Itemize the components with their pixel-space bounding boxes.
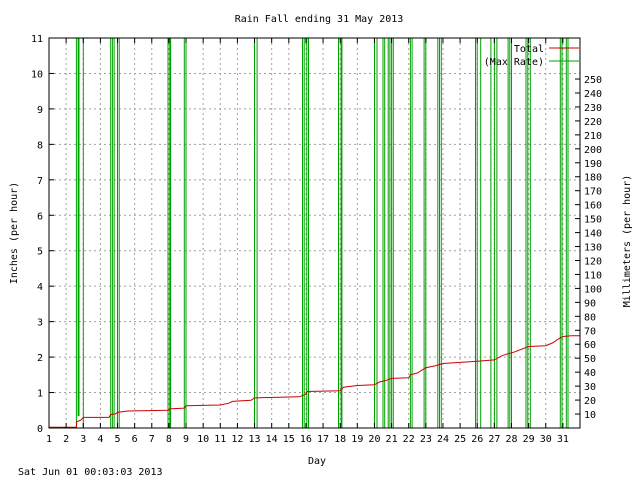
y-tick-label: 1	[37, 389, 43, 400]
y2-tick-label: 40	[584, 368, 596, 379]
y2-tick-label: 190	[584, 159, 602, 170]
x-tick-label: 6	[132, 434, 138, 445]
y-tick-label: 5	[37, 247, 43, 258]
x-tick-label: 9	[183, 434, 189, 445]
x-axis-label: Day	[308, 456, 326, 467]
chart-title: Rain Fall ending 31 May 2013	[235, 14, 404, 25]
y2-tick-label: 240	[584, 89, 602, 100]
y2-tick-label: 230	[584, 103, 602, 114]
y2-tick-label: 150	[584, 215, 602, 226]
x-tick-label: 7	[149, 434, 155, 445]
x-tick-label: 20	[368, 434, 380, 445]
x-tick-label: 30	[540, 434, 552, 445]
x-tick-label: 26	[471, 434, 483, 445]
y-tick-label: 10	[31, 69, 43, 80]
y-tick-label: 3	[37, 318, 43, 329]
x-tick-label: 15	[283, 434, 295, 445]
y-tick-label: 8	[37, 140, 43, 151]
y2-tick-labels: 10 20 30 40 50 60 70 80 90 100 110 120 130 140 150 160 1…	[584, 75, 602, 421]
x-tick-labels: 1 2 3 4 5 6 7 8 9 10 11 12 13 14 15 16 17 18 19 20 21 22 23 24 2…	[46, 434, 569, 445]
y2-tick-label: 120	[584, 256, 602, 267]
y2-tick-label: 30	[584, 382, 596, 393]
x-tick-label: 10	[197, 434, 209, 445]
y-tick-label: 0	[37, 424, 43, 435]
x-tick-label: 23	[420, 434, 432, 445]
y2-tick-label: 20	[584, 396, 596, 407]
x-tick-label: 22	[403, 434, 415, 445]
x-tick-label: 27	[488, 434, 500, 445]
legend: Total (Max Rate)	[484, 44, 579, 68]
y2-tick-label: 130	[584, 243, 602, 254]
y2-tick-label: 70	[584, 326, 596, 337]
x-tick-label: 18	[334, 434, 346, 445]
x-tick-label: 3	[80, 434, 86, 445]
y2-tick-label: 100	[584, 284, 602, 295]
y-axis-label: Inches (per hour)	[9, 182, 20, 284]
legend-label-total: Total	[514, 44, 544, 55]
grid-lines	[48, 37, 580, 429]
x-tick-label: 5	[115, 434, 121, 445]
y2-tick-label: 160	[584, 201, 602, 212]
y-tick-label: 6	[37, 211, 43, 222]
x-tick-label: 13	[249, 434, 261, 445]
y-tick-label: 7	[37, 176, 43, 187]
y2-tick-label: 60	[584, 340, 596, 351]
y2-axis-label: Millimeters (per hour)	[622, 175, 633, 307]
y2-tick-label: 110	[584, 270, 602, 281]
y2-tick-label: 200	[584, 145, 602, 156]
series-lines	[49, 37, 580, 429]
series-max-rate-line	[49, 37, 580, 429]
x-tick-label: 11	[214, 434, 226, 445]
y2-tick-label: 50	[584, 354, 596, 365]
y-tick-label: 4	[37, 282, 43, 293]
x-tick-label: 25	[454, 434, 466, 445]
y2-tick-label: 180	[584, 173, 602, 184]
x-tick-label: 31	[557, 434, 569, 445]
legend-label-max-rate: (Max Rate)	[484, 57, 544, 68]
y2-tick-label: 210	[584, 131, 602, 142]
y2-tick-label: 170	[584, 187, 602, 198]
x-tick-label: 1	[46, 434, 52, 445]
x-tick-label: 29	[523, 434, 535, 445]
axis-ticks	[48, 37, 580, 429]
x-tick-label: 4	[97, 434, 103, 445]
y2-tick-label: 90	[584, 298, 596, 309]
y2-tick-label: 80	[584, 312, 596, 323]
plot-frame	[48, 37, 581, 429]
y-tick-label: 2	[37, 353, 43, 364]
x-tick-label: 8	[166, 434, 172, 445]
x-tick-label: 16	[300, 434, 312, 445]
x-tick-label: 14	[266, 434, 278, 445]
x-tick-label: 12	[231, 434, 243, 445]
y-tick-label: 9	[37, 105, 43, 116]
series-total-line	[49, 335, 580, 428]
y2-tick-label: 140	[584, 229, 602, 240]
x-tick-label: 24	[437, 434, 449, 445]
y2-tick-label: 10	[584, 410, 596, 421]
x-tick-label: 28	[505, 434, 517, 445]
x-tick-label: 19	[351, 434, 363, 445]
y2-tick-label: 220	[584, 117, 602, 128]
y2-tick-label: 250	[584, 75, 602, 86]
y-tick-labels: 0 1 2 3 4 5 6 7 8 9 10 11	[31, 34, 43, 435]
x-tick-label: 21	[386, 434, 398, 445]
timestamp-footer: Sat Jun 01 00:03:03 2013	[18, 467, 163, 478]
y-tick-label: 11	[31, 34, 43, 45]
x-tick-label: 17	[317, 434, 329, 445]
x-tick-label: 2	[63, 434, 69, 445]
